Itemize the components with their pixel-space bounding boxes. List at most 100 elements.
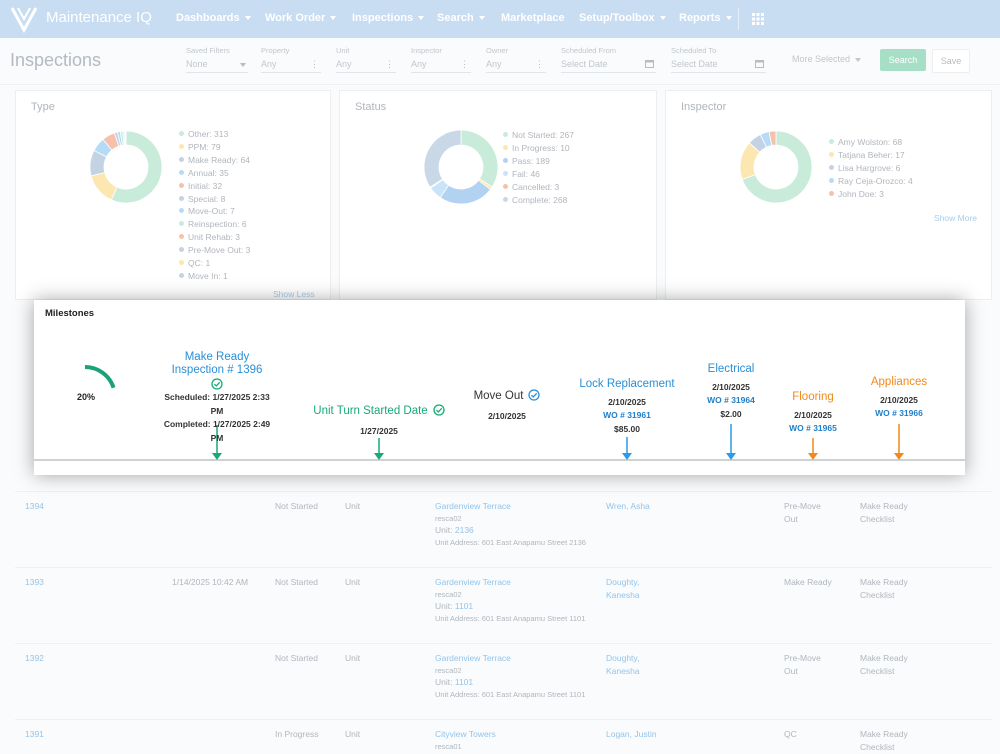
inspection-kind: Unit (345, 728, 405, 741)
legend-value: 189 (536, 156, 550, 166)
milestone-wo[interactable]: WO # 31966 (854, 407, 944, 421)
nav-item[interactable]: Inspections (352, 12, 424, 24)
progress-arc (85, 367, 114, 388)
legend-value: 79 (211, 142, 220, 152)
milestone-title-line: Electrical (676, 363, 786, 376)
caret (726, 16, 732, 20)
inspection-id[interactable]: 1393 (25, 576, 85, 589)
legend-value: 32 (213, 181, 222, 191)
legend-label: Move In: (188, 271, 221, 281)
filter-icon: ⋮ (460, 59, 469, 70)
inspector-name[interactable]: Wren, Asha (606, 500, 666, 513)
unit-address: Unit Address: 601 East Anapamu Street 11… (435, 689, 595, 700)
caret (418, 16, 424, 20)
save-button[interactable]: Save (932, 49, 970, 73)
inspection-kind: Unit (345, 576, 405, 589)
inspection-id[interactable]: 1391 (25, 728, 85, 741)
milestone-date: 1/27/2025 (299, 425, 459, 439)
inspector-name[interactable]: Doughty, Kanesha (606, 652, 666, 678)
legend-item: In Progress: 10 (503, 143, 570, 153)
nav-item[interactable]: Work Order (265, 12, 336, 24)
property-name[interactable]: Gardenview Terrace (435, 576, 595, 589)
nav-item[interactable]: Setup/Toolbox (579, 12, 666, 24)
milestone-title: Lock Replacement (579, 378, 674, 390)
legend-item: Initial: 32 (179, 181, 222, 191)
nav-item[interactable]: Marketplace (501, 12, 565, 24)
inspection-template: Make Ready Checklist (860, 652, 925, 678)
unit-address: Unit Address: 601 East Anapamu Street 11… (435, 613, 595, 624)
inspector-name[interactable]: Doughty, Kanesha (606, 576, 666, 602)
unit-number[interactable]: 1101 (455, 601, 473, 611)
filter-value: Any⋮ (486, 59, 546, 73)
nav-label: Setup/Toolbox (579, 12, 655, 24)
milestone-wo[interactable]: WO # 31961 (562, 409, 692, 423)
check-icon (433, 404, 445, 420)
property-name[interactable]: Cityview Towers (435, 728, 595, 741)
nav-item[interactable]: Dashboards (176, 12, 251, 24)
donut-segment (440, 180, 490, 204)
legend-item: Ray Ceja-Orozco: 4 (829, 176, 913, 186)
donut-segment (91, 172, 117, 199)
unit-number[interactable]: 1101 (455, 677, 473, 687)
nav-item[interactable]: Reports (679, 12, 732, 24)
milestone-title: Unit Turn Started Date (313, 405, 427, 417)
panel-toggle[interactable]: Show Less (273, 289, 315, 299)
apps-icon[interactable] (752, 13, 764, 25)
milestone-date: 2/10/2025 (768, 409, 858, 423)
legend-dot (829, 165, 834, 170)
inspection-status: Not Started (275, 576, 335, 589)
inspection-template: Make Ready Checklist (860, 728, 925, 754)
filter-icon (755, 59, 764, 70)
milestone-date: 2/10/2025 (562, 396, 692, 410)
legend-item: Annual: 35 (179, 168, 229, 178)
inspection-kind: Unit (345, 652, 405, 665)
legend-label: QC: (188, 258, 203, 268)
legend-label: PPM: (188, 142, 209, 152)
inspection-status: Not Started (275, 500, 335, 513)
legend-item: Make Ready: 64 (179, 155, 250, 165)
legend-item: Fail: 46 (503, 169, 540, 179)
inspector-name[interactable]: Logan, Justin (606, 728, 666, 741)
legend-dot (179, 273, 184, 278)
milestone-title-line: Appliances (854, 376, 944, 389)
property-name[interactable]: Gardenview Terrace (435, 500, 595, 513)
panel-toggle[interactable]: Show More (934, 213, 977, 223)
unit-number[interactable]: 2136 (455, 525, 474, 535)
legend-label: Other: (188, 129, 212, 139)
inspection-id[interactable]: 1394 (25, 500, 85, 513)
milestone-date: 2/10/2025 (854, 394, 944, 408)
nav-item[interactable]: Search (437, 12, 485, 24)
more-selected[interactable]: More Selected (792, 54, 861, 64)
milestone-wo[interactable]: WO # 31965 (768, 422, 858, 436)
property-name[interactable]: Gardenview Terrace (435, 652, 595, 665)
legend-item: John Doe: 3 (829, 189, 884, 199)
legend-label: In Progress: (512, 143, 558, 153)
milestone-title: Flooring (792, 391, 834, 403)
filter-label: Scheduled To (671, 46, 766, 55)
brand[interactable]: Maintenance IQ (46, 9, 152, 26)
legend-label: Tatjana Beher: (838, 150, 893, 160)
donut (340, 91, 658, 299)
legend-dot (179, 170, 184, 175)
inspection-id[interactable]: 1392 (25, 652, 85, 665)
legend-value: 3 (879, 189, 884, 199)
search-button[interactable]: Search (880, 49, 926, 71)
legend-value: 313 (214, 129, 228, 139)
legend-value: 17 (895, 150, 904, 160)
legend-value: 64 (240, 155, 249, 165)
row-divider (15, 643, 992, 644)
